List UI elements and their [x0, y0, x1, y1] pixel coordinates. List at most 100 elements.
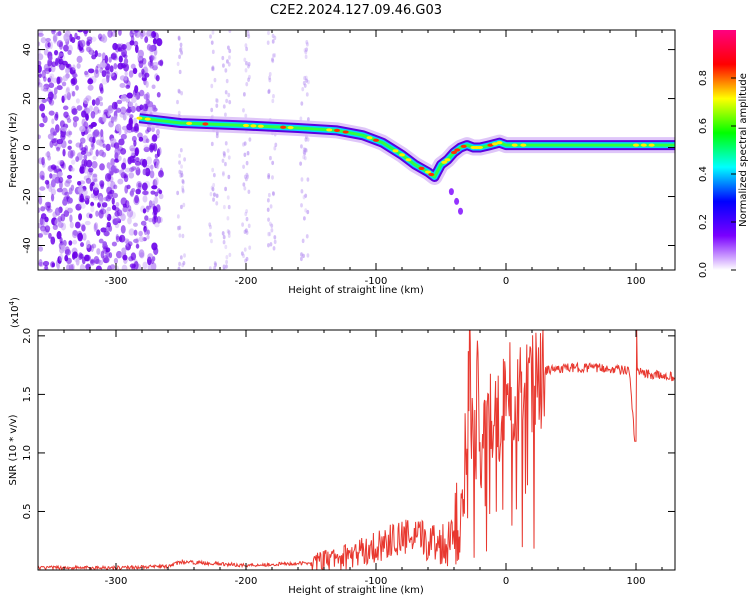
noise-speck	[91, 160, 98, 169]
streak-speck	[225, 264, 228, 269]
noise-speck	[138, 60, 144, 69]
streak-speck	[178, 160, 181, 165]
noise-speck	[90, 181, 95, 186]
noise-speck	[134, 85, 139, 94]
streak-speck	[210, 40, 214, 45]
streak-speck	[304, 50, 308, 55]
noise-speck	[115, 235, 120, 243]
noise-speck	[149, 64, 154, 69]
noise-speck	[85, 46, 92, 53]
noise-speck	[50, 193, 55, 202]
noise-speck	[65, 63, 70, 68]
noise-speck	[84, 145, 89, 153]
streak-speck	[299, 161, 303, 166]
streak-speck	[208, 232, 212, 237]
noise-speck	[86, 107, 91, 115]
noise-speck	[99, 163, 105, 171]
noise-speck	[61, 81, 67, 87]
noise-speck	[79, 47, 85, 53]
noise-speck	[129, 114, 134, 119]
noise-speck	[90, 259, 94, 264]
noise-speck	[141, 68, 145, 75]
noise-speck	[40, 218, 45, 227]
streak-speck	[305, 39, 309, 45]
noise-speck	[141, 182, 148, 191]
noise-speck	[108, 56, 112, 63]
noise-speck	[79, 197, 86, 203]
streak-speck	[301, 86, 305, 92]
noise-speck	[62, 198, 68, 206]
y-tick-label: 2.0	[22, 328, 33, 344]
streak-speck	[180, 91, 184, 96]
streak-speck	[227, 92, 231, 98]
streak-speck	[244, 43, 248, 48]
noise-speck	[64, 248, 72, 256]
streak-speck	[215, 98, 219, 104]
streak-speck	[247, 189, 251, 195]
streak-speck	[227, 230, 231, 235]
noise-speck	[132, 67, 138, 75]
streak-speck	[211, 167, 215, 173]
noise-speck	[83, 154, 88, 160]
noise-speck	[48, 110, 55, 116]
streak-speck	[222, 204, 226, 210]
streak-speck	[268, 75, 271, 80]
noise-speck	[82, 232, 87, 241]
noise-speck	[89, 170, 94, 176]
noise-speck	[118, 235, 123, 242]
noise-speck	[40, 85, 47, 92]
noise-speck	[58, 176, 64, 184]
streak-speck	[210, 238, 213, 244]
streak-speck	[183, 253, 186, 258]
noise-speck	[76, 105, 83, 111]
noise-speck	[86, 36, 93, 42]
noise-speck	[56, 85, 63, 91]
noise-speck	[122, 254, 128, 261]
noise-speck	[114, 207, 120, 212]
streak-speck	[273, 239, 277, 245]
streak-speck	[210, 66, 214, 72]
ridge-hotspot	[454, 148, 461, 152]
noise-speck	[87, 68, 95, 74]
noise-speck	[38, 262, 45, 267]
noise-speck	[47, 77, 52, 83]
streak-speck	[182, 202, 186, 208]
noise-speck	[48, 232, 52, 239]
noise-speck	[67, 207, 73, 214]
noise-speck	[148, 200, 153, 208]
streak-speck	[182, 260, 186, 266]
streak-speck	[245, 176, 248, 182]
streak-speck	[273, 35, 277, 41]
noise-speck	[98, 259, 104, 266]
noise-speck	[80, 223, 86, 228]
noise-speck	[95, 97, 100, 106]
noise-speck	[109, 175, 114, 183]
streak-speck	[246, 174, 250, 179]
y-tick-label: -20	[22, 188, 33, 204]
streak-speck	[273, 235, 277, 240]
noise-speck	[79, 39, 86, 48]
noise-speck	[77, 232, 83, 242]
streak-speck	[212, 182, 216, 188]
noise-speck	[98, 195, 104, 205]
streak-speck	[272, 246, 276, 251]
streak-speck	[243, 141, 247, 146]
streak-speck	[300, 101, 304, 106]
x-tick-label: 100	[626, 576, 645, 587]
noise-speck	[152, 32, 156, 38]
streak-speck	[210, 107, 214, 113]
streak-speck	[228, 252, 232, 258]
streak-speck	[240, 251, 244, 256]
noise-speck	[71, 90, 76, 97]
streak-speck	[269, 204, 273, 209]
noise-speck	[81, 147, 87, 152]
noise-speck	[155, 74, 160, 82]
streak-speck	[271, 58, 275, 64]
streak-speck	[211, 65, 215, 70]
noise-speck	[134, 122, 139, 132]
streak-speck	[305, 78, 309, 83]
streak-speck	[226, 195, 230, 200]
noise-speck	[96, 63, 101, 69]
noise-speck	[52, 93, 57, 100]
noise-speck	[100, 250, 105, 259]
